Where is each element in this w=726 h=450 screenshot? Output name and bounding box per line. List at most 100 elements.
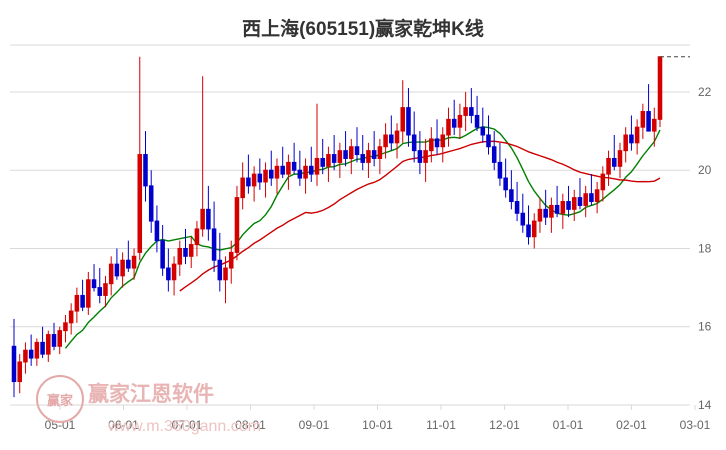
candlestick <box>331 135 337 171</box>
candle-body <box>646 111 651 132</box>
candle-body <box>509 189 514 203</box>
candle-body <box>63 322 68 332</box>
candlestick <box>606 150 611 186</box>
candle-body <box>560 201 566 214</box>
candle-body <box>411 134 417 152</box>
candlestick <box>646 84 651 132</box>
candlestick <box>126 240 131 272</box>
candle-body <box>366 150 371 163</box>
candle-body <box>108 263 114 285</box>
x-axis-tick-label: 06-01 <box>108 418 139 432</box>
candle-body <box>429 138 434 152</box>
candle-body <box>223 267 228 281</box>
candlestick <box>349 138 354 175</box>
candlestick <box>400 80 406 143</box>
candlestick <box>320 138 325 175</box>
candle-body <box>531 220 537 238</box>
candlestick <box>40 326 45 359</box>
candlestick <box>491 131 497 171</box>
candle-body <box>497 161 503 179</box>
y-axis-tick-label: 20 <box>698 163 712 177</box>
candlestick <box>469 88 474 124</box>
candle-body <box>520 212 526 226</box>
candle-body <box>86 279 91 308</box>
candle-body <box>46 334 51 355</box>
candle-body <box>617 150 623 167</box>
candlestick <box>354 127 360 163</box>
candle-body <box>103 283 108 296</box>
candlestick <box>434 119 440 155</box>
candlestick <box>211 201 217 272</box>
candlestick <box>291 142 297 175</box>
candlestick <box>526 205 531 245</box>
candle-body <box>257 173 263 183</box>
x-axis-tick-label: 11-01 <box>426 418 456 432</box>
candle-body <box>389 134 394 144</box>
candlestick <box>34 338 40 366</box>
candlestick <box>188 236 194 269</box>
candle-body <box>143 154 148 187</box>
candlestick <box>497 142 503 186</box>
candle-body <box>234 197 240 253</box>
chart-title: 西上海(605151)赢家乾坤K线 <box>242 19 484 40</box>
candle-body <box>417 150 423 163</box>
candlestick <box>549 197 554 233</box>
candle-body <box>228 251 234 269</box>
candle-body <box>51 334 57 347</box>
candlestick <box>17 354 22 394</box>
candle-body <box>251 173 257 187</box>
candlestick <box>640 103 646 139</box>
candle-body <box>40 341 45 355</box>
candlestick <box>394 123 400 159</box>
candle-body <box>286 161 291 175</box>
candle-body <box>206 208 211 230</box>
candle-body <box>594 189 600 203</box>
candlestick <box>114 248 120 280</box>
candlestick <box>360 135 365 171</box>
candle-body <box>640 111 646 128</box>
candlestick <box>74 287 80 323</box>
x-axis-tick-label: 02-01 <box>616 418 647 432</box>
candle-body <box>657 56 663 120</box>
candlestick <box>571 189 577 222</box>
candlestick <box>366 142 371 179</box>
candle-body <box>297 169 303 179</box>
candlestick <box>108 256 114 296</box>
candle-body <box>131 255 137 269</box>
candle-body <box>263 169 268 183</box>
candle-body <box>577 197 583 206</box>
candlestick <box>623 127 628 163</box>
candlestick <box>28 334 34 366</box>
candle-body <box>354 146 360 156</box>
candle-body <box>194 228 200 246</box>
candle-body <box>171 263 177 281</box>
candlestick <box>183 228 188 265</box>
candle-body <box>137 154 143 253</box>
candle-body <box>491 146 497 163</box>
candle-body <box>11 345 17 383</box>
candlestick <box>406 88 411 147</box>
candle-body <box>474 114 480 128</box>
candlestick <box>514 181 520 222</box>
y-axis-tick-label: 14 <box>698 398 712 412</box>
candlestick <box>463 91 468 132</box>
candle-body <box>606 157 611 175</box>
candlestick <box>509 170 514 210</box>
candle-body <box>440 134 446 148</box>
candlestick <box>554 185 560 218</box>
candlestick <box>194 221 200 257</box>
candlestick <box>600 166 606 202</box>
candle-body <box>571 197 577 210</box>
candle-body <box>566 201 571 210</box>
candlestick <box>371 131 377 167</box>
candle-body <box>314 157 320 175</box>
candle-body <box>423 150 428 163</box>
candlestick <box>389 115 394 151</box>
candle-body <box>349 146 354 159</box>
candle-body <box>97 287 103 296</box>
candle-body <box>303 165 308 179</box>
candlestick <box>228 240 234 284</box>
candlestick <box>246 154 251 194</box>
candlestick <box>577 178 583 210</box>
